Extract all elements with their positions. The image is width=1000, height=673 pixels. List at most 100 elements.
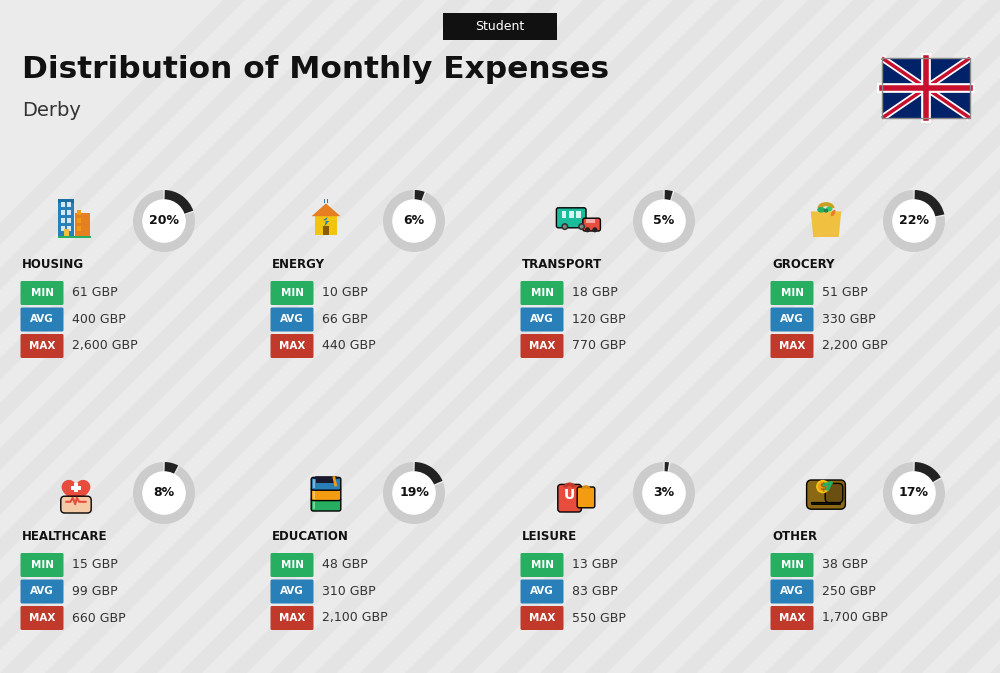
Text: ENERGY: ENERGY: [272, 258, 325, 271]
Text: 3%: 3%: [653, 487, 675, 499]
Text: $: $: [819, 482, 827, 491]
Circle shape: [393, 472, 435, 514]
FancyBboxPatch shape: [556, 208, 586, 227]
FancyBboxPatch shape: [770, 281, 814, 305]
Text: MAX: MAX: [29, 341, 55, 351]
Wedge shape: [163, 462, 165, 472]
Text: 6%: 6%: [403, 215, 425, 227]
Polygon shape: [630, 0, 1000, 673]
Text: MIN: MIN: [530, 560, 554, 570]
Polygon shape: [0, 0, 245, 673]
Polygon shape: [360, 0, 1000, 673]
Text: 330 GBP: 330 GBP: [822, 313, 876, 326]
Text: MAX: MAX: [529, 341, 555, 351]
Bar: [58, 203, 74, 237]
Polygon shape: [62, 480, 90, 506]
Circle shape: [585, 227, 590, 232]
Bar: [323, 226, 329, 236]
Text: 8%: 8%: [153, 487, 175, 499]
Text: 2,200 GBP: 2,200 GBP: [822, 339, 888, 353]
Text: MAX: MAX: [279, 341, 305, 351]
FancyBboxPatch shape: [583, 218, 600, 231]
Polygon shape: [45, 0, 740, 673]
Text: AVG: AVG: [30, 314, 54, 324]
Text: HEALTHCARE: HEALTHCARE: [22, 530, 108, 544]
Bar: [61, 202, 65, 207]
Polygon shape: [900, 0, 1000, 673]
Wedge shape: [413, 462, 415, 472]
Bar: [77, 218, 81, 223]
Circle shape: [818, 482, 828, 491]
FancyBboxPatch shape: [770, 579, 814, 604]
Wedge shape: [934, 214, 945, 217]
FancyBboxPatch shape: [311, 488, 341, 501]
Bar: [58, 199, 74, 203]
Polygon shape: [135, 0, 830, 673]
Bar: [313, 490, 315, 499]
Ellipse shape: [831, 210, 836, 216]
Polygon shape: [405, 0, 1000, 673]
Text: GROCERY: GROCERY: [772, 258, 834, 271]
Wedge shape: [663, 190, 665, 201]
Text: 66 GBP: 66 GBP: [322, 313, 368, 326]
Bar: [313, 500, 315, 509]
Polygon shape: [312, 203, 340, 216]
FancyBboxPatch shape: [520, 281, 564, 305]
Wedge shape: [633, 190, 695, 252]
Text: 120 GBP: 120 GBP: [572, 313, 626, 326]
Polygon shape: [0, 0, 425, 673]
Circle shape: [816, 480, 830, 493]
FancyBboxPatch shape: [520, 606, 564, 630]
Wedge shape: [664, 462, 670, 472]
Circle shape: [561, 223, 568, 230]
Ellipse shape: [826, 207, 832, 211]
Wedge shape: [663, 462, 665, 472]
Bar: [61, 210, 65, 215]
Circle shape: [643, 200, 685, 242]
FancyBboxPatch shape: [20, 579, 64, 604]
Text: Distribution of Monthly Expenses: Distribution of Monthly Expenses: [22, 55, 609, 85]
Bar: [586, 219, 595, 223]
Text: U: U: [564, 489, 575, 503]
Text: 1,700 GBP: 1,700 GBP: [822, 612, 888, 625]
Polygon shape: [312, 476, 340, 479]
Bar: [77, 226, 81, 231]
Wedge shape: [883, 190, 945, 252]
Text: 48 GBP: 48 GBP: [322, 559, 368, 571]
Wedge shape: [433, 481, 444, 486]
Wedge shape: [421, 191, 426, 203]
Text: AVG: AVG: [280, 586, 304, 596]
Wedge shape: [164, 190, 193, 215]
Wedge shape: [414, 462, 443, 485]
Bar: [562, 211, 566, 218]
Wedge shape: [914, 462, 941, 483]
FancyBboxPatch shape: [20, 553, 64, 577]
Wedge shape: [133, 462, 195, 524]
Polygon shape: [0, 0, 695, 673]
Bar: [882, 58, 970, 118]
Wedge shape: [163, 190, 165, 201]
Text: 2,100 GBP: 2,100 GBP: [322, 612, 388, 625]
Text: 38 GBP: 38 GBP: [822, 559, 868, 571]
Wedge shape: [414, 190, 425, 201]
Text: 99 GBP: 99 GBP: [72, 585, 118, 598]
Bar: [67, 210, 71, 215]
FancyBboxPatch shape: [311, 498, 341, 511]
Text: 20%: 20%: [149, 215, 179, 227]
Circle shape: [143, 472, 185, 514]
Bar: [569, 211, 574, 218]
FancyBboxPatch shape: [825, 483, 843, 503]
Polygon shape: [450, 0, 1000, 673]
Text: 15 GBP: 15 GBP: [72, 559, 118, 571]
Text: AVG: AVG: [780, 586, 804, 596]
Wedge shape: [664, 190, 674, 201]
Text: AVG: AVG: [530, 586, 554, 596]
Text: AVG: AVG: [280, 314, 304, 324]
Ellipse shape: [824, 209, 828, 213]
Bar: [74, 483, 78, 492]
Bar: [64, 229, 69, 237]
Text: MIN: MIN: [780, 288, 804, 298]
FancyBboxPatch shape: [270, 334, 314, 358]
Text: MIN: MIN: [281, 288, 304, 298]
Polygon shape: [810, 0, 1000, 673]
